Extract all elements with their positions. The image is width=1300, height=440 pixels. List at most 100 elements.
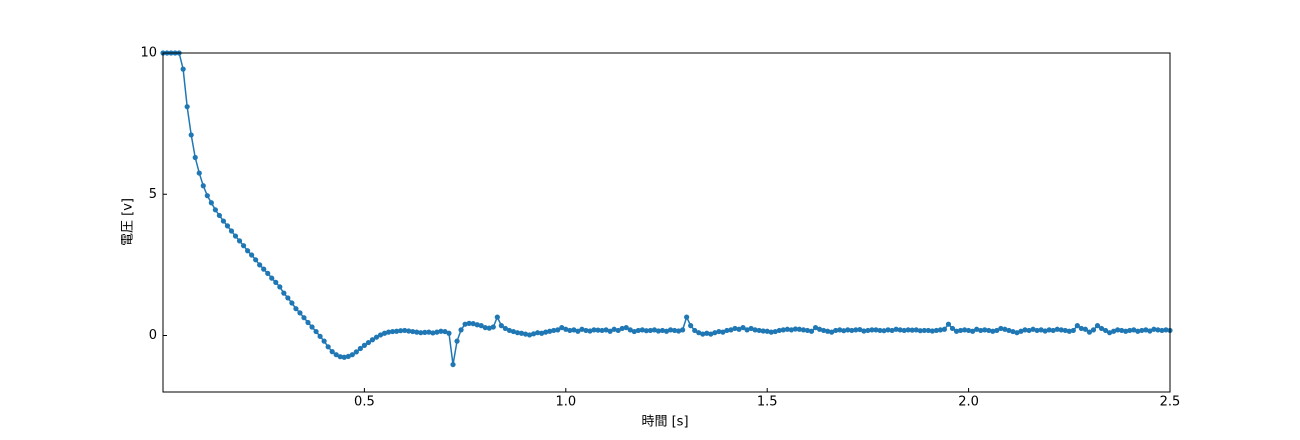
data-point — [547, 328, 553, 334]
data-point — [244, 248, 251, 254]
data-point — [978, 327, 984, 334]
data-point — [716, 328, 722, 335]
data-point — [825, 328, 831, 334]
data-point — [659, 327, 666, 334]
data-point — [1026, 327, 1032, 334]
data-point — [607, 328, 613, 334]
data-point — [285, 295, 291, 301]
data-point — [430, 330, 436, 336]
data-point — [599, 327, 605, 334]
data-point — [615, 327, 621, 334]
data-point — [567, 327, 573, 334]
data-point — [812, 324, 819, 331]
data-point — [389, 328, 396, 335]
data-point — [345, 353, 351, 360]
data-point — [684, 314, 690, 320]
data-point — [1151, 326, 1157, 332]
data-point — [804, 327, 811, 334]
data-point — [514, 330, 521, 336]
data-point — [1074, 323, 1080, 329]
data-point — [949, 325, 956, 332]
data-point — [450, 361, 456, 368]
data-point — [974, 326, 980, 332]
data-point — [180, 66, 186, 72]
data-point — [414, 329, 420, 335]
x-tick-label: 2.5 — [1160, 395, 1181, 410]
data-point — [865, 327, 871, 334]
data-point — [748, 325, 754, 332]
data-point — [1111, 328, 1117, 334]
x-tick-label: 0.5 — [354, 395, 375, 410]
data-point — [945, 321, 952, 327]
data-point — [373, 334, 380, 340]
data-point — [236, 238, 243, 244]
data-point — [333, 352, 339, 358]
data-point — [700, 331, 706, 337]
data-point — [1155, 327, 1161, 333]
data-point — [752, 327, 758, 333]
data-point — [325, 344, 331, 350]
data-point — [909, 327, 915, 333]
data-point — [675, 328, 682, 334]
data-point — [929, 328, 935, 334]
plot-area — [160, 50, 1173, 368]
data-point — [301, 315, 307, 321]
data-point — [1082, 326, 1089, 332]
data-point — [841, 328, 847, 334]
data-point — [671, 327, 678, 334]
data-point — [1070, 327, 1076, 334]
data-point — [208, 200, 214, 206]
data-point — [627, 327, 633, 333]
data-point — [353, 349, 359, 355]
data-point — [474, 322, 480, 328]
data-point — [961, 327, 968, 333]
data-point — [377, 332, 384, 338]
data-point — [845, 327, 851, 333]
data-point — [970, 328, 976, 334]
data-point — [937, 327, 944, 333]
data-point — [740, 324, 746, 331]
data-point — [647, 327, 653, 334]
data-point — [418, 330, 424, 336]
data-point — [881, 328, 887, 334]
data-point — [482, 324, 488, 331]
data-point — [1066, 328, 1072, 334]
data-point — [289, 300, 295, 306]
y-tick-label: 10 — [140, 46, 157, 61]
y-tick-label: 5 — [149, 187, 157, 202]
data-point — [273, 279, 279, 285]
data-point — [438, 328, 444, 334]
data-point — [563, 326, 569, 332]
data-point — [240, 243, 247, 249]
data-point — [933, 327, 939, 334]
data-point — [692, 327, 698, 334]
data-point — [1163, 327, 1169, 333]
data-point — [925, 327, 931, 334]
data-point — [361, 342, 367, 348]
data-point — [1131, 327, 1137, 333]
data-point — [889, 327, 895, 334]
data-point — [442, 328, 448, 335]
data-point — [1034, 327, 1040, 334]
data-point — [957, 327, 964, 334]
y-tick-label: 0 — [149, 328, 157, 343]
data-point — [313, 328, 319, 335]
data-point — [788, 327, 794, 333]
data-point — [897, 327, 903, 333]
data-point — [635, 327, 641, 334]
data-point — [744, 327, 750, 333]
data-point — [873, 327, 879, 333]
data-point — [966, 327, 972, 334]
data-point — [293, 306, 299, 312]
data-point — [1010, 328, 1016, 335]
data-point — [1046, 327, 1052, 333]
data-point — [269, 275, 275, 281]
data-point — [655, 328, 662, 334]
data-point — [772, 328, 778, 335]
data-point — [816, 326, 823, 332]
data-point — [466, 320, 472, 326]
data-point — [732, 325, 738, 332]
data-point — [792, 326, 798, 332]
data-point — [341, 354, 347, 360]
data-point — [1098, 325, 1105, 332]
